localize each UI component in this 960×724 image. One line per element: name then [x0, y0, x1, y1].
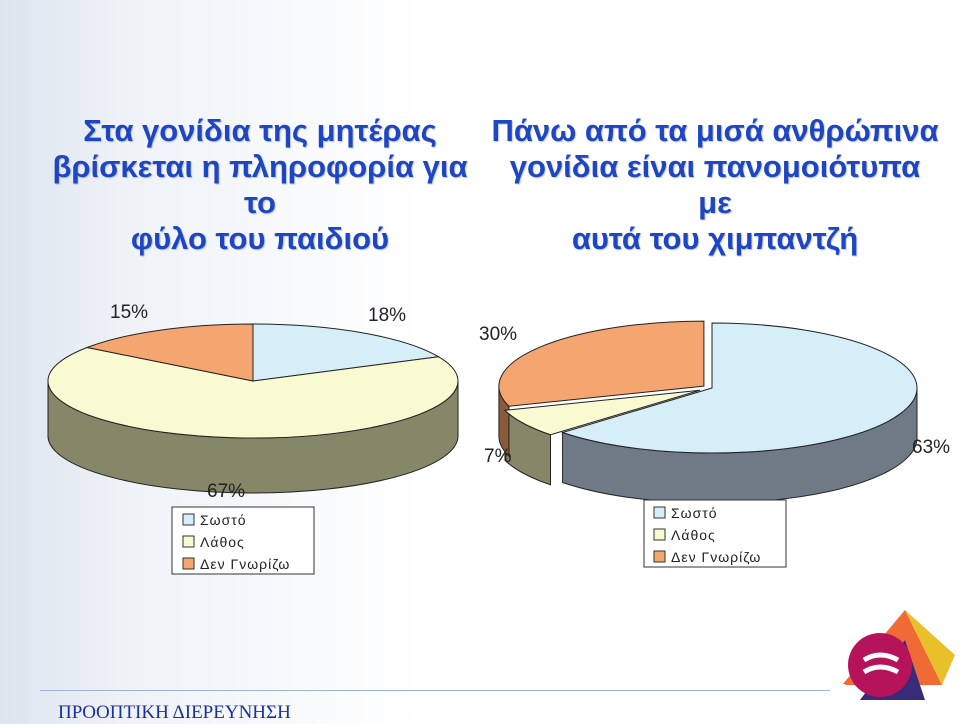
footer-text: ΠΡΟΟΠΤΙΚΗ ΔΙΕΡΕΥΝΗΣΗ	[58, 702, 291, 723]
pie-chart-right: 63% 7% 30%	[479, 320, 950, 504]
logo-waves	[862, 652, 900, 675]
pie-left-label-correct: 18%	[368, 305, 406, 326]
pie-left-label-dont-know: 15%	[110, 302, 148, 323]
legend-right-swatch-dont-know	[653, 550, 666, 563]
right-title-line-2: γονίδια είναι πανομοιότυπα με	[509, 149, 921, 220]
legend-right-label-correct: Σωστό	[671, 505, 718, 521]
legend-left-label-dont-know: Δεν Γνωρίζω	[200, 556, 290, 572]
legend-left: Σωστό Λάθος Δεν Γνωρίζω	[171, 506, 315, 575]
legend-right-label-wrong: Λάθος	[671, 527, 716, 543]
pie-left-slice-correct	[252, 323, 440, 382]
legend-right-swatch-wrong	[653, 528, 666, 541]
pie-chart-left: 18% 67% 15%	[47, 302, 459, 502]
right-title-line-3: αυτά του χιμπαντζή	[571, 221, 859, 256]
logo: ΠΡΟΟΠΤΙΚΗ ΔΙΕΡΕΥΝΗΣΗ	[832, 610, 955, 700]
legend-left-swatch-correct	[182, 513, 195, 526]
pie-right-slice-correct	[560, 322, 918, 454]
legend-left-label-correct: Σωστό	[200, 512, 247, 528]
left-title-line-2: βρίσκεται η πληροφορία για το	[52, 149, 468, 220]
right-title-line-1: Πάνω από τα μισά ανθρώπινα	[491, 113, 939, 148]
pie-right-label-wrong: 7%	[484, 446, 512, 467]
legend-right-label-dont-know: Δεν Γνωρίζω	[671, 549, 761, 565]
pie-left-label-wrong: 67%	[207, 481, 245, 502]
pie-right-slice-dont-know	[498, 320, 705, 407]
legend-left-swatch-wrong	[182, 535, 195, 548]
legend-left-box	[171, 506, 315, 575]
pie-left-slice-wrong	[47, 346, 459, 439]
pie-right-label-correct: 63%	[912, 437, 950, 458]
footer-divider	[40, 690, 830, 691]
right-title: Πάνω από τα μισά ανθρώπινα γονίδια είναι…	[490, 113, 940, 257]
left-title-line-1: Στα γονίδια της μητέρας	[83, 113, 437, 148]
left-title: Στα γονίδια της μητέρας βρίσκεται η πληρ…	[40, 113, 480, 257]
logo-triangle-yellow	[905, 610, 955, 685]
legend-left-label-wrong: Λάθος	[200, 534, 245, 550]
pie-right-label-dont-know: 30%	[479, 324, 517, 345]
legend-left-swatch-dont-know	[182, 557, 195, 570]
legend-right-box	[643, 499, 787, 568]
pie-left-slice-dont-know	[85, 323, 254, 382]
legend-right: Σωστό Λάθος Δεν Γνωρίζω	[643, 499, 787, 568]
pie-right-slice-wrong	[503, 389, 701, 436]
legend-right-swatch-correct	[653, 506, 666, 519]
left-title-line-3: φύλο του παιδιού	[130, 221, 390, 256]
